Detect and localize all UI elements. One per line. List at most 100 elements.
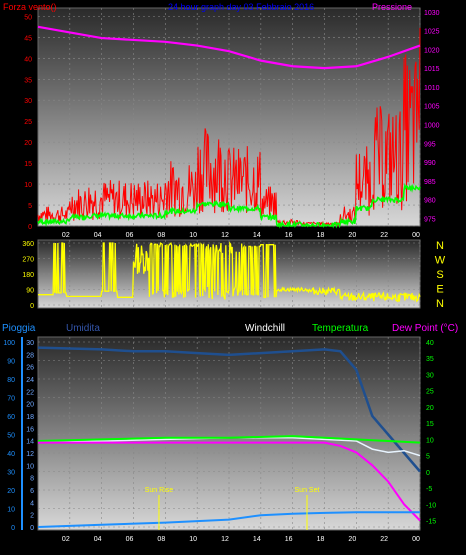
y-right-tick-label: 995 bbox=[424, 141, 436, 148]
windchill-series bbox=[37, 436, 421, 457]
dewpoint-series bbox=[38, 441, 421, 522]
y-left-tick-label: 10 bbox=[24, 182, 32, 189]
y-right-tick-label: 1015 bbox=[424, 66, 440, 73]
rain-tick-label: 60 bbox=[7, 414, 15, 421]
y-right-tick-label: 1010 bbox=[424, 85, 440, 92]
humidity-tick-label: 16 bbox=[26, 426, 34, 433]
y-left-tick-label: 35 bbox=[24, 77, 32, 84]
y-right-tick-label: 1020 bbox=[424, 47, 440, 54]
temperature-tick-label: -15 bbox=[426, 519, 436, 526]
header-title: 24 hour graph day 03 Febbraio 2016 bbox=[168, 2, 314, 12]
x-tick-label: 22 bbox=[380, 232, 388, 239]
temperature-tick-label: 20 bbox=[426, 405, 434, 412]
temperature-tick-label: 15 bbox=[426, 421, 434, 428]
humidity-tick-label: 8 bbox=[30, 476, 34, 483]
humidity-tick-label: 30 bbox=[26, 340, 34, 347]
rain-label: Pioggia bbox=[2, 323, 36, 334]
y-right-tick-label: 985 bbox=[424, 179, 436, 186]
rain-series bbox=[37, 511, 420, 528]
rain-tick-label: 40 bbox=[7, 451, 15, 458]
temperature-tick-label: 35 bbox=[426, 356, 434, 363]
x-tick-label: 02 bbox=[62, 536, 70, 543]
humidity-tick-label: 12 bbox=[26, 451, 34, 458]
pressure-series bbox=[37, 25, 421, 70]
y-right-tick-label: 1025 bbox=[424, 29, 440, 36]
humidity-tick-label: 10 bbox=[26, 463, 34, 470]
temperature-tick-label: -10 bbox=[426, 502, 436, 509]
direction-tick-label: 180 bbox=[22, 272, 34, 279]
wind-direction-series bbox=[38, 241, 421, 303]
sunset-label: Sun Set bbox=[295, 487, 320, 494]
y-right-tick-label: 990 bbox=[424, 160, 436, 167]
direction-tick-label: 90 bbox=[26, 288, 34, 295]
x-tick-label: 02 bbox=[62, 232, 70, 239]
x-tick-label: 22 bbox=[380, 536, 388, 543]
y-left-tick-label: 0 bbox=[28, 224, 32, 231]
rain-tick-label: 10 bbox=[7, 507, 15, 514]
humidity-tick-label: 18 bbox=[26, 414, 34, 421]
header-wind-label: Forza vento() bbox=[3, 2, 57, 12]
compass-label: E bbox=[436, 284, 443, 296]
humidity-tick-label: 26 bbox=[26, 365, 34, 372]
y-right-tick-label: 1000 bbox=[424, 123, 440, 130]
y-left-tick-label: 15 bbox=[24, 161, 32, 168]
y-left-tick-label: 25 bbox=[24, 119, 32, 126]
humidity-tick-label: 28 bbox=[26, 352, 34, 359]
x-tick-label: 12 bbox=[221, 536, 229, 543]
rain-tick-label: 90 bbox=[7, 359, 15, 366]
temperature-tick-label: 25 bbox=[426, 389, 434, 396]
x-tick-label: 18 bbox=[317, 232, 325, 239]
temperature-tick-label: 10 bbox=[426, 437, 434, 444]
x-tick-label: 20 bbox=[348, 536, 356, 543]
temperature-tick-label: -5 bbox=[426, 486, 432, 493]
direction-tick-label: 270 bbox=[22, 257, 34, 264]
humidity-tick-label: 22 bbox=[26, 389, 34, 396]
x-tick-label: 00 bbox=[412, 536, 420, 543]
direction-tick-label: 0 bbox=[30, 303, 34, 310]
x-tick-label: 04 bbox=[94, 232, 102, 239]
humidity-label: Umidita bbox=[66, 323, 100, 334]
rain-tick-label: 80 bbox=[7, 377, 15, 384]
x-tick-label: 20 bbox=[348, 232, 356, 239]
y-right-tick-label: 1005 bbox=[424, 104, 440, 111]
x-tick-label: 10 bbox=[189, 536, 197, 543]
x-tick-label: 06 bbox=[126, 232, 134, 239]
x-tick-label: 08 bbox=[157, 536, 165, 543]
x-tick-label: 04 bbox=[94, 536, 102, 543]
rain-tick-label: 100 bbox=[3, 340, 15, 347]
temperature-tick-label: 40 bbox=[426, 340, 434, 347]
humidity-tick-label: 0 bbox=[30, 525, 34, 532]
direction-tick-label: 360 bbox=[22, 241, 34, 248]
temperature-tick-label: 5 bbox=[426, 454, 430, 461]
y-left-tick-label: 50 bbox=[24, 14, 32, 21]
header-pressure-label: Pressione bbox=[372, 2, 412, 12]
temperature-label: Temperatura bbox=[312, 323, 369, 334]
temperature-tick-label: 0 bbox=[426, 470, 430, 477]
x-tick-label: 10 bbox=[189, 232, 197, 239]
x-tick-label: 14 bbox=[253, 536, 261, 543]
compass-label: S bbox=[436, 269, 443, 281]
y-right-tick-label: 980 bbox=[424, 198, 436, 205]
y-left-tick-label: 45 bbox=[24, 35, 32, 42]
humidity-tick-label: 4 bbox=[30, 500, 34, 507]
rain-tick-label: 50 bbox=[7, 433, 15, 440]
y-left-tick-label: 5 bbox=[28, 203, 32, 210]
x-tick-label: 16 bbox=[285, 232, 293, 239]
humidity-tick-label: 6 bbox=[30, 488, 34, 495]
rain-tick-label: 70 bbox=[7, 396, 15, 403]
x-tick-label: 14 bbox=[253, 232, 261, 239]
humidity-series bbox=[37, 346, 421, 473]
y-left-tick-label: 40 bbox=[24, 56, 32, 63]
x-tick-label: 12 bbox=[221, 232, 229, 239]
x-tick-label: 18 bbox=[317, 536, 325, 543]
rain-tick-label: 20 bbox=[7, 488, 15, 495]
temperature-series bbox=[37, 435, 421, 444]
rain-tick-label: 0 bbox=[11, 525, 15, 532]
humidity-tick-label: 24 bbox=[26, 377, 34, 384]
y-left-tick-label: 20 bbox=[24, 140, 32, 147]
dewpoint-label: Dew Point (°C) bbox=[392, 323, 458, 334]
compass-label: N bbox=[436, 298, 444, 310]
temperature-tick-label: 30 bbox=[426, 372, 434, 379]
humidity-tick-label: 2 bbox=[30, 513, 34, 520]
